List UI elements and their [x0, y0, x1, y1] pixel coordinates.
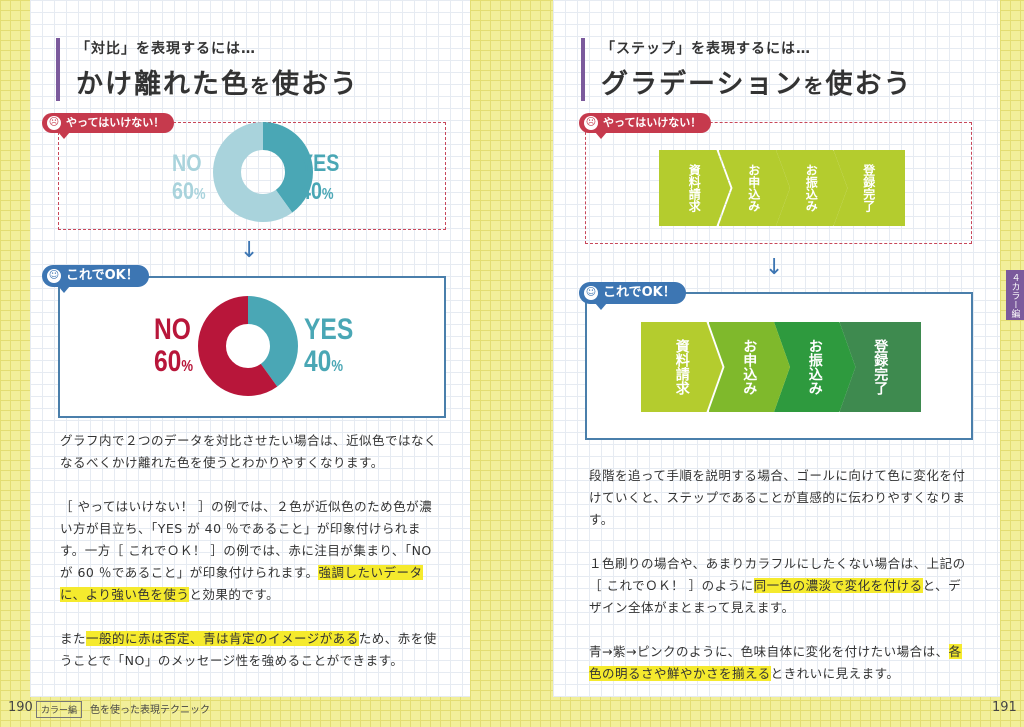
- right-bad-tag: ☹ やってはいけない！: [579, 113, 712, 139]
- right-title-end: 使おう: [825, 69, 913, 100]
- bad-donut-chart: [213, 122, 313, 222]
- good-donut-chart: [198, 296, 298, 396]
- donut-slice-no: [198, 296, 298, 396]
- right-page-number: 191: [992, 700, 1017, 715]
- right-subtitle: 「ステップ」を表現するには…: [601, 41, 811, 57]
- right-para-1: 段階を追って手順を説明する場合、ゴールに向けて色に変化を付けていくと、ステップで…: [589, 468, 966, 527]
- left-bad-tag: ☹ やってはいけない！: [42, 113, 175, 139]
- bad-yes-pct: %: [321, 186, 334, 203]
- right-title: グラデーションを使おう: [601, 62, 912, 101]
- right-title-particle: を: [803, 74, 826, 98]
- right-good-steps: 資料請求 お申込み お振込み 登録完了: [641, 322, 921, 412]
- right-para-2: １色刷りの場合や、あまりカラフルにしたくない場合は、上記の［ これでＯＫ！ ］の…: [589, 553, 973, 619]
- left-title-main: かけ離れた色: [76, 69, 250, 100]
- left-good-no-label: NO 60%: [154, 314, 193, 383]
- right-para-2-b: と、デザイン全体がまとまって見えます。: [589, 578, 962, 615]
- right-heading: 「ステップ」を表現するには… グラデーションを使おう: [581, 38, 912, 101]
- left-para-1: グラフ内で２つのデータを対比させたい場合は、近似色ではなくなるべくかけ離れた色を…: [60, 433, 438, 470]
- step-1: 資料請求: [659, 150, 731, 226]
- left-bad-example-box: [58, 122, 446, 230]
- bad-yes-label: YES: [300, 150, 340, 177]
- left-para-3: また一般的に赤は否定、青は肯定のイメージがあるため、赤を使うことで「NO」のメッ…: [60, 628, 444, 672]
- footer-section-title: 色を使った表現テクニック: [90, 705, 210, 716]
- right-bad-steps: 資料請求 お申込み お振込み 登録完了: [659, 150, 905, 226]
- smile-face-icon: ☺: [584, 286, 598, 300]
- left-good-tag: ☺ これでOK！: [42, 265, 149, 293]
- right-good-tag-label: これでOK！: [603, 285, 676, 300]
- right-body-text: 段階を追って手順を説明する場合、ゴールに向けて色に変化を付けていくと、ステップで…: [589, 465, 973, 707]
- right-para-3: 青→紫→ピンクのように、色味自体に変化を付けたい場合は、各色の明るさや鮮やかさを…: [589, 641, 973, 685]
- smile-face-icon: ☺: [47, 269, 61, 283]
- right-down-arrow-icon: ↓: [765, 255, 784, 280]
- left-subtitle: 「対比」を表現するには…: [76, 41, 256, 57]
- good-no-pct: %: [181, 358, 194, 375]
- step-3: お振込み: [774, 322, 856, 412]
- footer-category-badge: カラー編: [36, 701, 83, 718]
- left-para-2-b: と効果的です。: [189, 587, 280, 602]
- left-down-arrow-icon: ↓: [240, 238, 259, 263]
- left-bad-donut: [213, 122, 313, 226]
- bad-no-label: NO: [172, 150, 202, 177]
- left-good-donut: [198, 296, 298, 400]
- left-page: 「対比」を表現するには… かけ離れた色を使おう ☹ やってはいけない！ NO 60%…: [30, 0, 470, 697]
- bad-no-value: 60: [172, 178, 194, 205]
- left-title-particle: を: [250, 74, 272, 98]
- good-no-label: NO: [154, 313, 191, 346]
- donut-slice-no: [213, 122, 313, 222]
- left-bad-tag-label: やってはいけない！: [66, 116, 165, 129]
- right-page: 「ステップ」を表現するには… グラデーションを使おう ☹ やってはいけない！ 資料…: [553, 0, 1000, 697]
- left-good-tag-label: これでOK！: [66, 268, 139, 283]
- sad-face-icon: ☹: [47, 116, 61, 130]
- right-bad-tag-label: やってはいけない！: [603, 116, 702, 129]
- chapter-side-tab: ４カラー編: [1006, 270, 1024, 320]
- left-bad-no-label: NO 60%: [172, 150, 206, 209]
- left-title-end: 使おう: [272, 69, 359, 100]
- right-title-main: グラデーション: [601, 69, 804, 100]
- left-para-3-a: また: [60, 631, 87, 646]
- left-body-text: グラフ内で２つのデータを対比させたい場合は、近似色ではなくなるべくかけ離れた色を…: [60, 430, 444, 694]
- sad-face-icon: ☹: [584, 116, 598, 130]
- left-bad-yes-label: YES 40%: [300, 150, 339, 209]
- right-para-2-highlight: 同一色の濃淡で変化を付ける: [753, 578, 923, 593]
- right-para-2-a: １色刷りの場合や、あまりカラフルにしたくない場合は、上記の［ これでＯＫ！ ］の…: [589, 556, 966, 593]
- right-good-tag: ☺ これでOK！: [579, 282, 686, 310]
- left-para-3-highlight: 一般的に赤は否定、青は肯定のイメージがある: [86, 631, 359, 646]
- right-para-3-b: ときれいに見えます。: [770, 666, 900, 681]
- left-page-number: 190: [8, 700, 33, 715]
- left-para-3-b: ため、赤を使うことで「NO」のメッセージ性を強めることができます。: [60, 631, 437, 668]
- bad-yes-value: 40: [300, 178, 322, 205]
- step-1: 資料請求: [641, 322, 723, 412]
- left-title: かけ離れた色を使おう: [76, 62, 359, 101]
- left-good-yes-label: YES 40%: [304, 314, 353, 383]
- right-para-3-a: 青→紫→ピンクのように、色味自体に変化を付けたい場合は、: [589, 644, 949, 659]
- bad-no-pct: %: [193, 186, 206, 203]
- good-no-value: 60: [154, 345, 182, 378]
- good-yes-pct: %: [331, 358, 344, 375]
- left-para-2-a: ［ やってはいけない！ ］の例では、２色が近似色のため色が濃い方が目立ち、「YE…: [60, 499, 433, 580]
- left-para-2: ［ やってはいけない！ ］の例では、２色が近似色のため色が濃い方が目立ち、「YE…: [60, 496, 444, 606]
- good-yes-label: YES: [304, 313, 354, 346]
- left-heading: 「対比」を表現するには… かけ離れた色を使おう: [56, 38, 359, 101]
- right-bad-example-box: [585, 122, 972, 244]
- good-yes-value: 40: [304, 345, 332, 378]
